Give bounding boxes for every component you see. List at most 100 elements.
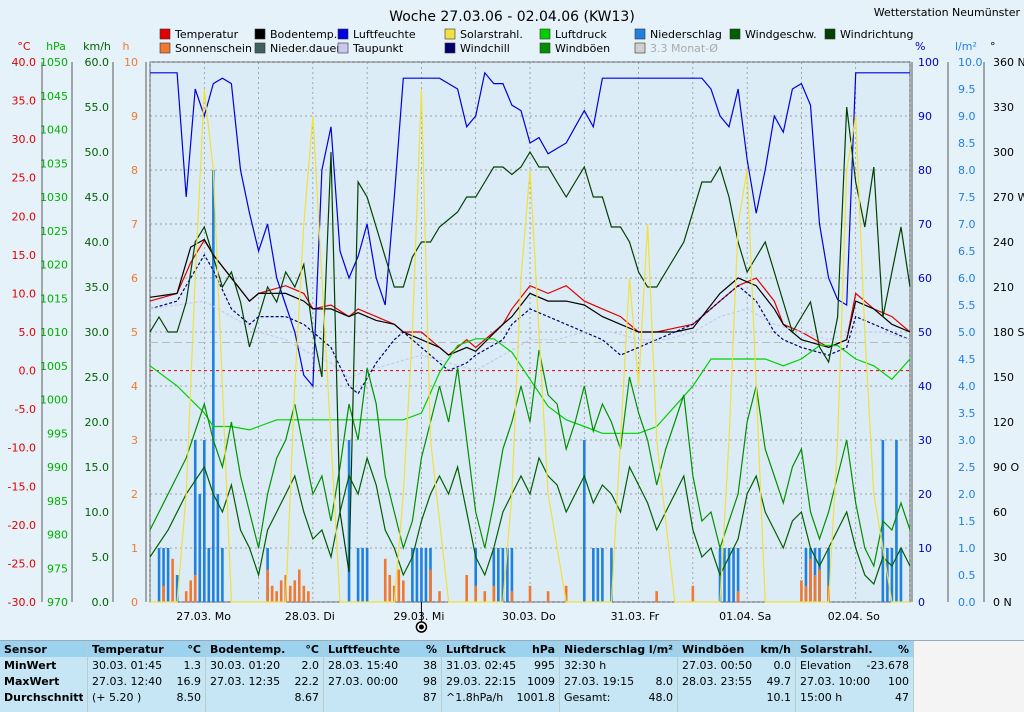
x-tick-label: 01.04. Sa [719,610,771,623]
stats-cell: 27.03. 10:00 100 [800,674,909,688]
tick-label-right: 90 [918,110,932,123]
bar-sonnenschein [270,585,274,602]
weather-chart-panel: Woche 27.03.06 - 02.04.06 (KW13) Wetters… [0,0,1024,640]
legend-item: Taupunkt [337,42,404,55]
legend-item: Windböen [539,42,610,55]
legend-label: Luftfeuchte [353,28,416,41]
tick-label-right: 0.5 [958,569,976,582]
bar-sonnenschein [397,569,401,602]
bar-sonnenschein [510,591,514,602]
legend-swatch [337,42,349,54]
tick-label-right: 50 [918,326,932,339]
legend-item: Temperatur [159,28,239,41]
tick-label-right: 150 [993,371,1014,384]
tick-label-left: 990 [47,461,68,474]
tick-label-right: 7.0 [958,218,976,231]
tick-label-right: 2.5 [958,461,976,474]
bar-sonnenschein [818,569,821,602]
legend-swatch [729,28,741,40]
x-tick-label: 30.03. Do [502,610,556,623]
tick-label-left: 995 [47,427,68,440]
bar-niederschlag [411,548,414,602]
legend-label: Nieder.dauer [270,42,341,55]
legend: Temperatur Bodentemp. Luftfeuchte Solarstra… [159,28,913,55]
axis-unit-left: °C [17,40,31,53]
stats-column-luftfeuchte: Luftfeuchte% 28.03. 15:40 38 27.03. 00:00 98… [324,641,442,712]
bar-sonnenschein [266,569,269,602]
stats-column-header: Solarstrahl.% [796,641,913,657]
bar-sonnenschein [288,585,292,602]
legend-label: 3.3 Monat-Ø [650,42,718,55]
tick-label-left: 970 [47,596,68,609]
x-tick-label: 02.04. So [828,610,880,623]
legend-item: Sonnenschein [159,42,252,55]
stats-cell: Gesamt: 48.0 [564,690,673,704]
bar-sonnenschein [171,558,174,602]
legend-label: Windgeschw. [745,28,817,41]
legend-item: Niederschlag [634,28,722,41]
tick-label-right: 9.5 [958,83,976,96]
stats-cell: 30.03. 01:45 1.3 [92,658,201,672]
series-windchill [149,253,911,395]
tick-label-right: 330 [993,101,1014,114]
tick-label-left: 980 [47,529,68,542]
legend-item: Windchill [444,42,510,55]
bar-niederschlag [221,548,224,602]
tick-label-right: 2.0 [958,488,976,501]
station-name: Wetterstation Neumünster [874,6,1021,19]
bar-niederschlag [601,548,604,602]
bar-niederschlag [207,548,211,602]
stats-cell: 32:30 h [564,658,607,672]
bar-sonnenschein [429,569,432,602]
bar-niederschlag [506,548,509,602]
tick-label-left: 5.0 [19,326,37,339]
tick-label-left: 35.0 [12,95,37,108]
series-taupunkt [149,300,911,379]
legend-swatch [444,28,456,40]
tick-label-right: 1.0 [958,542,976,555]
tick-label-right: 300 [993,146,1014,159]
tick-label-left: 15.0 [12,249,37,262]
tick-label-left: -10.0 [8,442,36,455]
tick-label-left: 1015 [40,292,68,305]
tick-label-right: 6.0 [958,272,976,285]
bar-niederschlag [610,548,613,602]
tick-label-left: 40.0 [12,56,37,69]
tick-label-right: 180 S [993,326,1024,339]
bar-sonnenschein [483,591,487,602]
tick-label-left: 8 [131,164,138,177]
tick-label-right: 100 [918,56,939,69]
bar-sonnenschein [279,580,283,602]
bar-niederschlag [723,548,726,602]
legend-swatch [159,28,171,40]
tick-label-left: 1005 [40,360,68,373]
legend-swatch [337,28,349,40]
tick-label-left: 10.0 [85,506,110,519]
bar-sonnenschein [388,575,392,602]
legend-item: 3.3 Monat-Ø [634,42,718,55]
tick-label-left: 985 [47,495,68,508]
stats-cell: 27.03. 12:35 22.2 [210,674,319,688]
bar-niederschlag [162,548,165,602]
tick-label-left: 1035 [40,157,68,170]
bar-niederschlag [474,548,478,602]
tick-label-right: 120 [993,416,1014,429]
stats-sensor-column: Sensor MinWert MaxWert Durchschnitt [0,641,88,712]
bar-niederschlag [827,548,830,602]
stats-cell: 28.03. 23:55 49.7 [682,674,791,688]
tick-label-left: 1000 [40,394,68,407]
bar-sonnenschein [804,585,808,602]
tick-label-right: 20 [918,488,932,501]
legend-item: Solarstrahl. [444,28,523,41]
stats-cell: ^1.8hPa/h 1001.8 [446,690,555,704]
bar-sonnenschein [297,569,301,602]
tick-label-right: 240 [993,236,1014,249]
bar-niederschlag [356,548,360,602]
bar-niederschlag [175,575,179,602]
legend-item: Windrichtung [824,28,913,41]
tick-label-left: 3 [131,434,138,447]
bar-sonnenschein [691,585,695,602]
legend-item: Luftdruck [539,28,607,41]
tick-label-left: 1010 [40,326,68,339]
bar-niederschlag [361,548,364,602]
